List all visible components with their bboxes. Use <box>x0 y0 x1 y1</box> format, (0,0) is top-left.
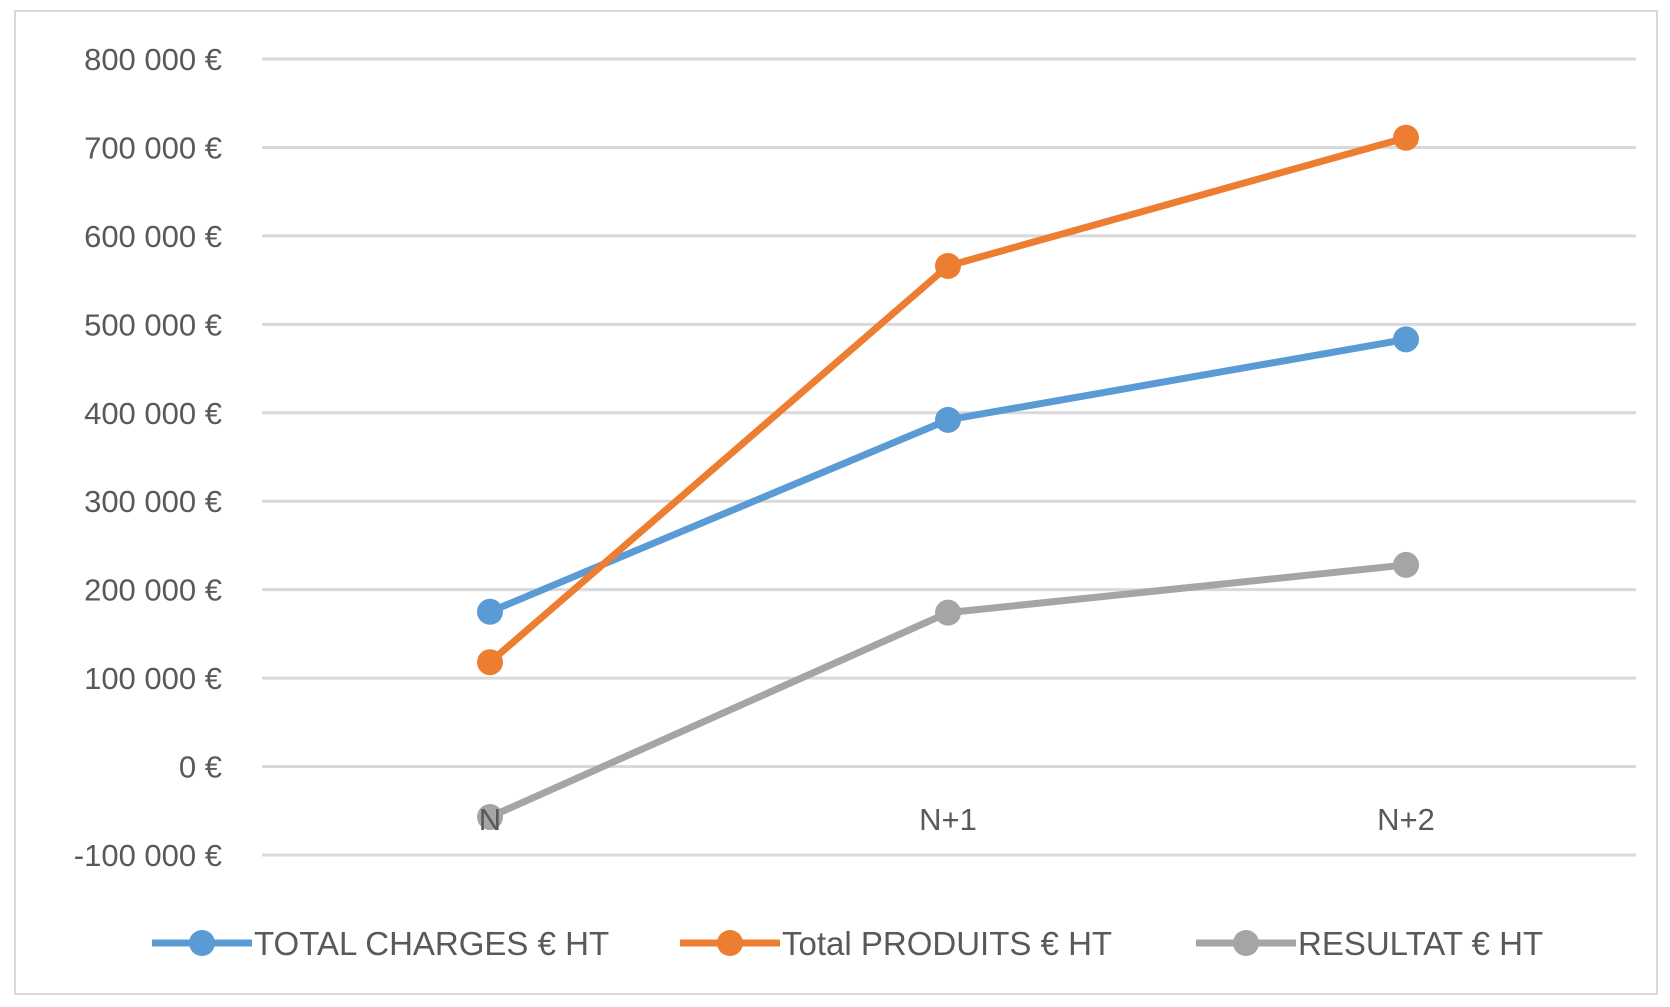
legend-marker <box>1233 930 1259 956</box>
series-line <box>486 335 1410 616</box>
data-point <box>935 252 961 279</box>
y-tick-label: -100 000 € <box>74 838 222 873</box>
legend-item: TOTAL CHARGES € HT <box>152 925 609 962</box>
legend-item: RESULTAT € HT <box>1196 925 1543 962</box>
legend-marker <box>717 930 743 956</box>
series-1 <box>477 326 1419 625</box>
y-tick-label: 500 000 € <box>84 307 222 342</box>
y-tick-label: 300 000 € <box>84 484 222 519</box>
data-point <box>477 598 503 625</box>
series-line <box>486 134 1410 666</box>
series-3 <box>477 551 1419 830</box>
data-point <box>935 406 961 433</box>
y-tick-label: 800 000 € <box>84 42 222 77</box>
series-2 <box>477 124 1419 676</box>
y-tick-label: 0 € <box>179 750 222 785</box>
y-tick-label: 700 000 € <box>84 130 222 165</box>
legend-label: TOTAL CHARGES € HT <box>254 925 609 962</box>
y-tick-label: 600 000 € <box>84 219 222 254</box>
legend-label: Total PRODUITS € HT <box>782 925 1112 962</box>
y-tick-label: 100 000 € <box>84 661 222 696</box>
legend-item: Total PRODUITS € HT <box>680 925 1112 962</box>
data-point <box>1393 124 1419 151</box>
x-tick-label: N+2 <box>1377 802 1435 837</box>
legend: TOTAL CHARGES € HT Total PRODUITS € HT RES… <box>152 925 1543 962</box>
data-point <box>1393 551 1419 578</box>
x-tick-label: N+1 <box>919 802 977 837</box>
x-tick-label: N <box>479 802 501 837</box>
data-point <box>477 649 503 676</box>
data-point <box>1393 326 1419 353</box>
y-axis-tick-labels: 800 000 € 700 000 € 600 000 € 500 000 € 400 … <box>74 42 222 873</box>
data-point <box>935 599 961 626</box>
gridlines <box>262 57 1636 857</box>
data-point <box>477 803 503 830</box>
y-tick-label: 400 000 € <box>84 396 222 431</box>
x-axis-tick-labels: N N+1 N+2 <box>479 802 1435 837</box>
legend-label: RESULTAT € HT <box>1298 925 1543 962</box>
legend-marker <box>189 930 215 956</box>
y-tick-label: 200 000 € <box>84 573 222 608</box>
